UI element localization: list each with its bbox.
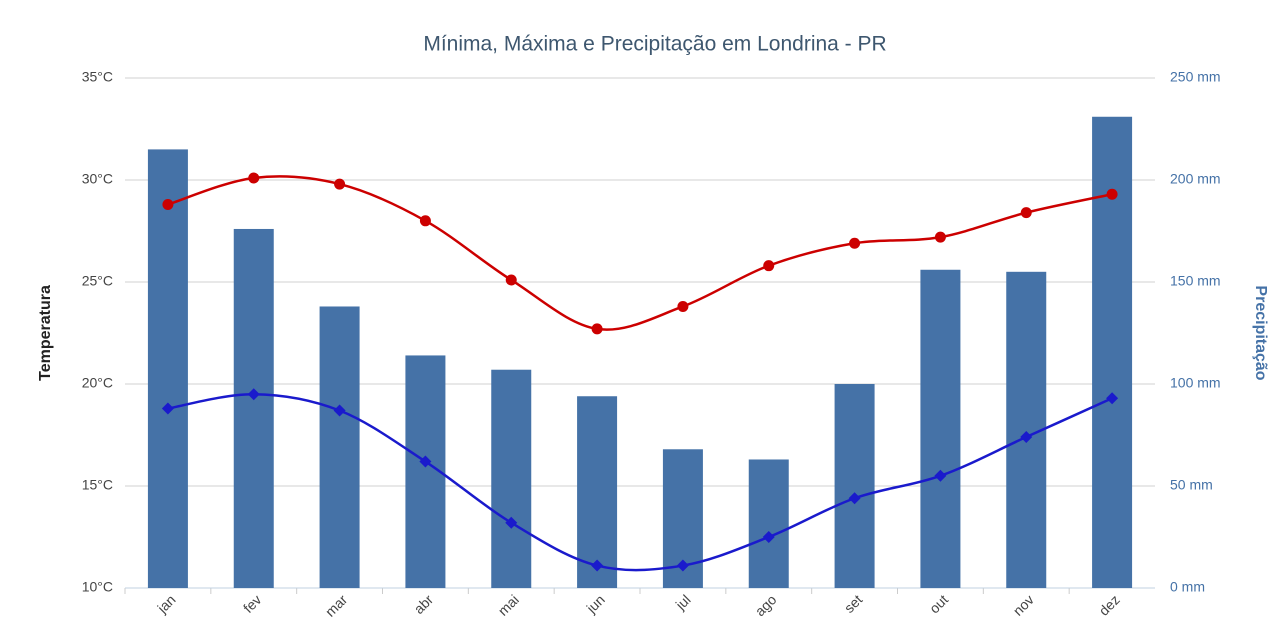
x-tick-label: nov [1010,591,1037,618]
x-tick-label: jul [672,591,694,613]
x-tick-label: mar [322,591,351,620]
y-tick-label: 10°C [82,579,113,595]
marker [419,455,432,468]
x-tick-label: mai [495,591,522,618]
marker [848,492,861,505]
bar [1092,116,1133,588]
bar [233,228,274,588]
marker [676,559,689,572]
y2-axis-label: Precipitação [1252,285,1269,380]
y-tick-label: 15°C [82,477,113,493]
bar [834,384,875,588]
marker [849,237,861,249]
marker [1106,188,1118,200]
marker [762,531,775,543]
marker [505,274,517,286]
line [167,392,1113,572]
marker [677,300,689,312]
bar [748,459,789,588]
y-axis-label: Temperatura [37,285,54,381]
marker [419,215,431,227]
x-tick-label: jun [583,591,608,616]
x-tick-label: abr [411,591,437,617]
x-tick-label: out [926,591,951,616]
y-tick-label: 35°C [82,69,113,85]
y2-tick-label: 50 mm [1170,477,1213,493]
bar [577,396,618,588]
bar [491,369,532,588]
y2-tick-label: 100 mm [1170,375,1221,391]
line [167,175,1113,331]
marker [763,260,775,272]
x-tick-label: set [841,591,866,616]
x-tick-label: dez [1096,591,1123,618]
y-tick-label: 25°C [82,273,113,289]
y-tick-label: 30°C [82,171,113,187]
marker [934,469,947,482]
marker [591,323,603,335]
marker [1020,431,1033,444]
y2-tick-label: 250 mm [1170,69,1221,85]
chart-title: Mínima, Máxima e Precipitação em Londrin… [423,33,886,56]
bar [920,269,961,588]
marker [1020,207,1032,219]
bar [147,149,188,588]
x-tick-label: ago [752,591,780,619]
y2-tick-label: 200 mm [1170,171,1221,187]
marker [248,172,260,184]
bar [319,306,360,588]
y2-tick-label: 0 mm [1170,579,1205,595]
marker [161,402,174,415]
x-tick-label: jan [153,591,178,616]
marker [333,404,346,417]
y2-tick-label: 150 mm [1170,273,1221,289]
marker [934,231,946,243]
marker [1106,392,1119,405]
marker [162,198,174,210]
marker [505,516,518,529]
marker [247,388,260,401]
marker [334,178,346,190]
x-tick-label: fev [240,591,265,616]
y-tick-label: 20°C [82,375,113,391]
marker [591,559,604,572]
